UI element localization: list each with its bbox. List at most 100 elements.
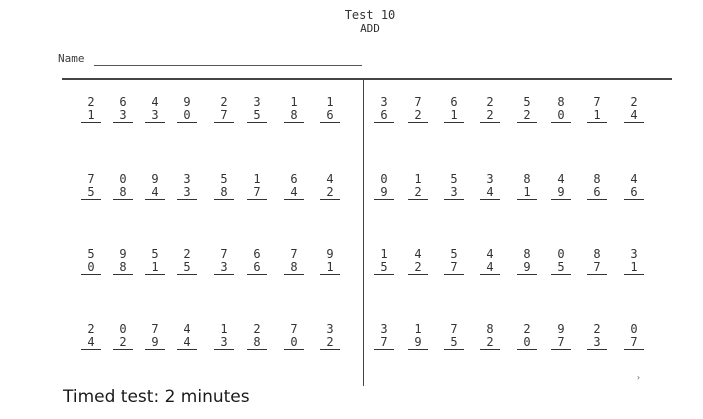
- top-addend: 8: [557, 95, 565, 109]
- column-divider: [363, 80, 364, 386]
- bottom-addend: 5: [247, 109, 267, 123]
- top-addend: 7: [87, 172, 95, 186]
- top-addend: 9: [557, 322, 565, 336]
- bottom-addend: 2: [480, 109, 500, 123]
- bottom-addend: 5: [177, 261, 197, 275]
- top-addend: 5: [523, 95, 531, 109]
- bottom-addend: 4: [177, 336, 197, 350]
- bottom-addend: 8: [247, 336, 267, 350]
- top-addend: 2: [630, 95, 638, 109]
- bottom-addend: 0: [551, 109, 571, 123]
- top-addend: 4: [151, 95, 159, 109]
- top-addend: 2: [486, 95, 494, 109]
- top-addend: 7: [220, 247, 228, 261]
- bottom-addend: 7: [374, 336, 394, 350]
- top-addend: 0: [119, 322, 127, 336]
- bottom-addend: 7: [444, 261, 464, 275]
- top-addend: 1: [290, 95, 298, 109]
- top-addend: 3: [326, 322, 334, 336]
- bottom-addend: 7: [624, 336, 644, 350]
- bottom-addend: 2: [320, 336, 340, 350]
- bottom-addend: 3: [214, 261, 234, 275]
- top-addend: 5: [220, 172, 228, 186]
- worksheet-subtitle: ADD: [360, 22, 380, 35]
- top-addend: 8: [593, 172, 601, 186]
- top-addend: 8: [523, 247, 531, 261]
- bottom-addend: 9: [374, 186, 394, 200]
- bottom-addend: 9: [551, 186, 571, 200]
- top-addend: 7: [593, 95, 601, 109]
- top-addend: 5: [450, 172, 458, 186]
- top-addend: 3: [630, 247, 638, 261]
- bottom-addend: 7: [587, 261, 607, 275]
- bottom-addend: 1: [320, 261, 340, 275]
- bottom-addend: 3: [587, 336, 607, 350]
- bottom-addend: 1: [587, 109, 607, 123]
- top-addend: 8: [486, 322, 494, 336]
- worksheet-title: Test 10: [344, 8, 396, 22]
- bottom-addend: 3: [444, 186, 464, 200]
- top-addend: 4: [630, 172, 638, 186]
- top-addend: 8: [523, 172, 531, 186]
- top-addend: 1: [414, 172, 422, 186]
- top-addend: 7: [450, 322, 458, 336]
- bottom-addend: 4: [480, 186, 500, 200]
- top-addend: 1: [414, 322, 422, 336]
- bottom-addend: 3: [214, 336, 234, 350]
- top-addend: 2: [87, 95, 95, 109]
- top-addend: 7: [414, 95, 422, 109]
- top-addend: 1: [220, 322, 228, 336]
- header-rule: [62, 78, 672, 80]
- bottom-addend: 6: [374, 109, 394, 123]
- bottom-addend: 2: [408, 186, 428, 200]
- bottom-addend: 8: [284, 261, 304, 275]
- bottom-addend: 0: [81, 261, 101, 275]
- top-addend: 5: [87, 247, 95, 261]
- top-addend: 6: [290, 172, 298, 186]
- top-addend: 4: [414, 247, 422, 261]
- bottom-addend: 2: [408, 261, 428, 275]
- bottom-addend: 1: [145, 261, 165, 275]
- bottom-addend: 7: [247, 186, 267, 200]
- top-addend: 2: [220, 95, 228, 109]
- top-addend: 9: [119, 247, 127, 261]
- top-addend: 2: [183, 247, 191, 261]
- bottom-addend: 8: [214, 186, 234, 200]
- top-addend: 0: [119, 172, 127, 186]
- bottom-addend: 8: [284, 109, 304, 123]
- top-addend: 6: [119, 95, 127, 109]
- bottom-addend: 3: [177, 186, 197, 200]
- bottom-addend: 2: [113, 336, 133, 350]
- bottom-addend: 3: [145, 109, 165, 123]
- bottom-addend: 1: [517, 186, 537, 200]
- top-addend: 2: [523, 322, 531, 336]
- top-addend: 9: [151, 172, 159, 186]
